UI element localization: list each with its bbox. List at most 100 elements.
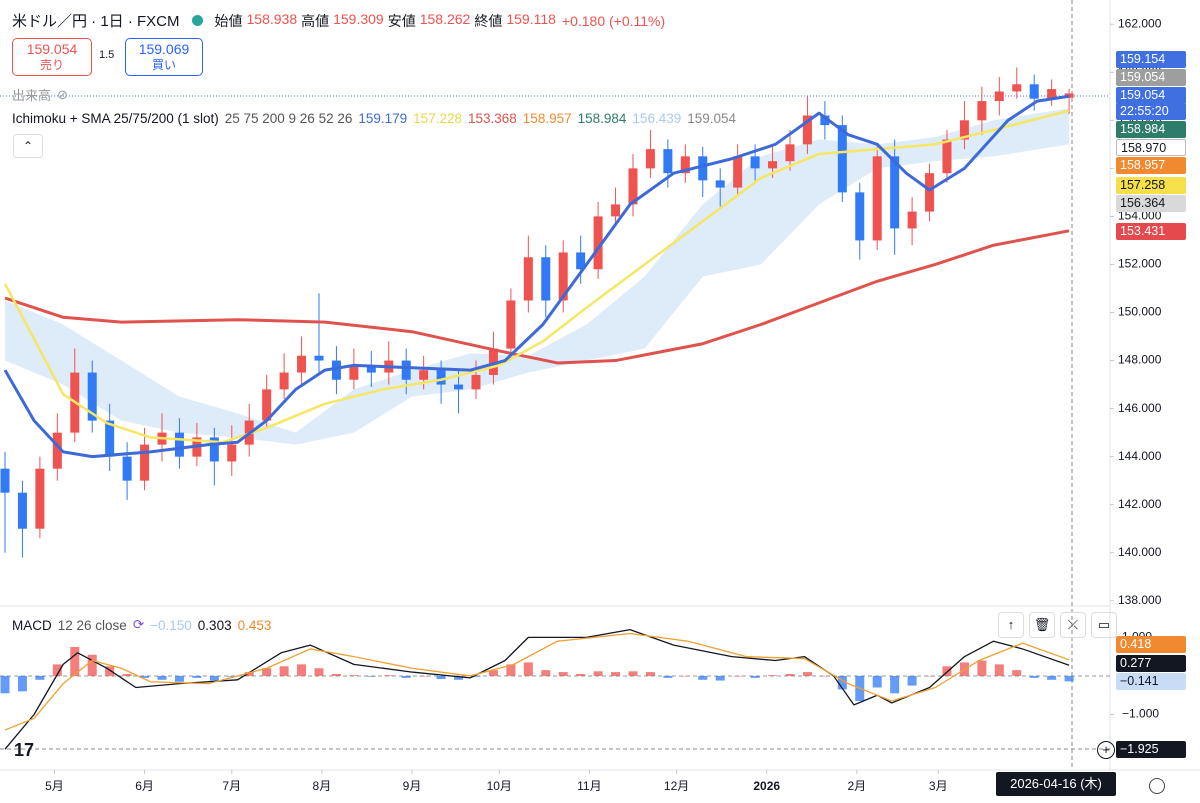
price-label: 159.154 xyxy=(1116,51,1186,68)
histogram-bar xyxy=(192,675,202,678)
candle-body xyxy=(262,389,272,421)
histogram-bar xyxy=(715,675,725,681)
maximize[interactable]: ▭ xyxy=(1091,612,1117,638)
candle-body xyxy=(558,252,568,301)
histogram-bar xyxy=(802,672,812,676)
candle-body xyxy=(820,115,830,126)
y-tick-label: 154.000 xyxy=(1118,209,1162,223)
line xyxy=(4,629,1070,750)
histogram-bar xyxy=(768,675,778,676)
candle-body xyxy=(611,204,621,217)
y-tick-label: 142.000 xyxy=(1118,497,1162,511)
candle-body xyxy=(994,91,1004,102)
candle-body xyxy=(331,360,341,380)
x-tick-label: 11月 xyxy=(577,779,601,793)
y-tick-label: −1.000 xyxy=(1122,707,1159,721)
collapse[interactable]: ⤫ xyxy=(1060,612,1086,638)
settings-icon[interactable] xyxy=(1149,778,1165,794)
candle-body xyxy=(87,372,97,421)
indicator-name[interactable]: Ichimoku + SMA 25/75/200 (1 slot) xyxy=(12,111,219,126)
candle-body xyxy=(122,456,132,481)
candle-body xyxy=(401,360,411,380)
y-tick-label: 138.000 xyxy=(1118,593,1162,607)
x-tick-label: 2月 xyxy=(848,779,867,793)
price-label: 157.258 xyxy=(1116,177,1186,194)
candle-body xyxy=(506,300,516,349)
indicator-value: 159.179 xyxy=(358,111,408,126)
crosshair-date: 2026-04-16 (木) xyxy=(996,772,1116,796)
candle-body xyxy=(837,125,847,193)
indicator-value: 159.054 xyxy=(687,111,737,126)
histogram-bar xyxy=(872,675,882,688)
histogram-bar xyxy=(87,654,97,676)
y-tick-label: 140.000 xyxy=(1118,545,1162,559)
candle-body xyxy=(593,216,603,270)
ohlc-value: 159.118 xyxy=(506,10,556,27)
price-label: −0.141 xyxy=(1116,673,1186,690)
sell-button[interactable]: 159.054 売り xyxy=(12,38,92,76)
volume[interactable]: 出来高 ⊘ xyxy=(12,85,68,104)
histogram-bar xyxy=(541,670,551,676)
histogram-bar xyxy=(140,675,150,678)
histogram-bar xyxy=(890,675,900,694)
delete[interactable]: 🗑 xyxy=(1029,612,1055,638)
histogram-bar xyxy=(977,660,987,676)
candle-body xyxy=(942,139,952,174)
histogram-bar xyxy=(52,664,62,676)
macd-settings[interactable]: ⟳ xyxy=(132,617,145,632)
histogram-bar xyxy=(820,675,830,677)
add-button[interactable]: + xyxy=(1097,741,1115,759)
candle-body xyxy=(297,355,307,373)
histogram-bar xyxy=(297,664,307,676)
x-tick-label: 3月 xyxy=(929,779,948,793)
candle-body xyxy=(977,101,987,121)
candle-body xyxy=(750,156,760,169)
candle-body xyxy=(349,365,359,380)
line xyxy=(4,229,1070,365)
macd-value: 0.453 xyxy=(237,617,272,633)
candle-body xyxy=(680,156,690,174)
candle-body xyxy=(436,370,446,385)
candle-body xyxy=(890,156,900,229)
histogram-bar xyxy=(454,675,464,680)
histogram-bar xyxy=(209,675,219,681)
x-tick-label: 2026 xyxy=(753,779,780,793)
candle-body xyxy=(541,257,551,301)
histogram-bar xyxy=(244,672,254,676)
histogram-bar xyxy=(436,675,446,680)
macd-value: −0.150 xyxy=(150,617,192,633)
ohlc: 始値 158.938 高値 159.309 安値 158.262 終値 159.118 xyxy=(215,11,556,31)
macd-name[interactable]: MACD xyxy=(12,617,52,633)
histogram-bar xyxy=(471,675,481,677)
buy-button[interactable]: 159.069 買い xyxy=(125,38,203,76)
collapse-button[interactable]: ⌃ xyxy=(13,134,43,158)
buy-price: 159.069 xyxy=(138,41,190,57)
pane-tools: ↑ 🗑 ⤫ ▭ xyxy=(998,612,1117,638)
status-dot xyxy=(191,15,203,26)
histogram-bar xyxy=(262,668,272,676)
macd-row: MACD 12 26 close ⟳ −0.150 0.303 0.453 xyxy=(12,617,271,633)
histogram-bar xyxy=(279,666,289,676)
indicator-value: 153.368 xyxy=(467,111,517,126)
logo: 17 xyxy=(14,740,35,760)
candle-body xyxy=(628,168,638,205)
histogram-bar xyxy=(837,675,847,690)
x-tick-label: 7月 xyxy=(222,779,241,793)
x-tick-label: 8月 xyxy=(313,779,332,793)
move-up[interactable]: ↑ xyxy=(998,612,1024,638)
histogram-bar xyxy=(1064,675,1074,682)
candle-body xyxy=(715,180,725,188)
histogram-bar xyxy=(488,670,498,676)
candle-body xyxy=(314,355,324,361)
histogram-bar xyxy=(1029,675,1039,678)
histogram-bar xyxy=(628,671,638,676)
candle-body xyxy=(768,161,778,169)
candle-body xyxy=(698,156,708,181)
volume-label: 出来高 xyxy=(12,88,52,103)
histogram-bar xyxy=(523,662,533,676)
sell-label: 売り xyxy=(39,58,64,72)
histogram-bar xyxy=(925,675,935,677)
histogram-bar xyxy=(174,675,184,682)
histogram-bar xyxy=(401,675,411,678)
symbol[interactable]: 米ドル／円 · 1日 · FXCM xyxy=(12,13,180,30)
